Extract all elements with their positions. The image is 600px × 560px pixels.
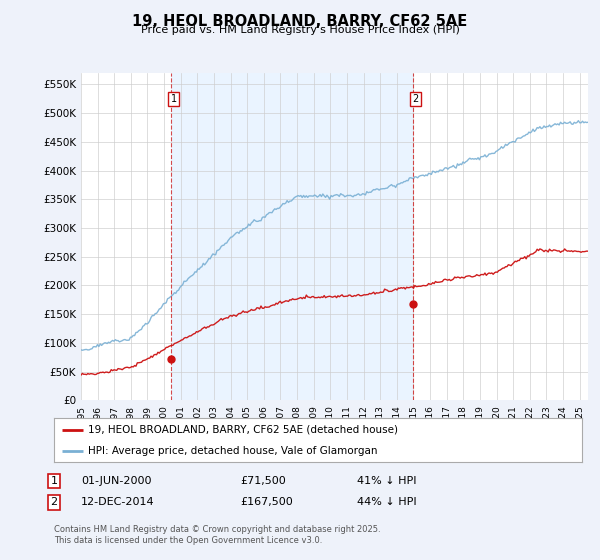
- Text: £71,500: £71,500: [240, 476, 286, 486]
- Text: 12-DEC-2014: 12-DEC-2014: [81, 497, 155, 507]
- Text: HPI: Average price, detached house, Vale of Glamorgan: HPI: Average price, detached house, Vale…: [88, 446, 378, 456]
- Text: £167,500: £167,500: [240, 497, 293, 507]
- Text: 1: 1: [170, 94, 176, 104]
- Text: Contains HM Land Registry data © Crown copyright and database right 2025.
This d: Contains HM Land Registry data © Crown c…: [54, 525, 380, 545]
- Text: 41% ↓ HPI: 41% ↓ HPI: [357, 476, 416, 486]
- Text: 01-JUN-2000: 01-JUN-2000: [81, 476, 151, 486]
- Text: 2: 2: [50, 497, 58, 507]
- Text: Price paid vs. HM Land Registry's House Price Index (HPI): Price paid vs. HM Land Registry's House …: [140, 25, 460, 35]
- Text: 19, HEOL BROADLAND, BARRY, CF62 5AE (detached house): 19, HEOL BROADLAND, BARRY, CF62 5AE (det…: [88, 424, 398, 435]
- Text: 44% ↓ HPI: 44% ↓ HPI: [357, 497, 416, 507]
- Text: 19, HEOL BROADLAND, BARRY, CF62 5AE: 19, HEOL BROADLAND, BARRY, CF62 5AE: [133, 14, 467, 29]
- Text: 1: 1: [50, 476, 58, 486]
- Text: 2: 2: [412, 94, 418, 104]
- Bar: [171, 73, 413, 400]
